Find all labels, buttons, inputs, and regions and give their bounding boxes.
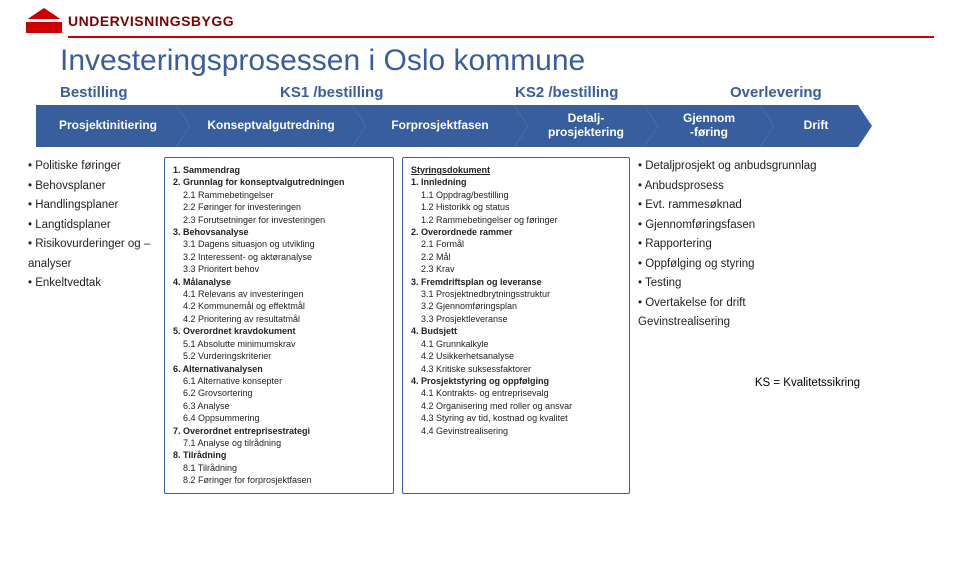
outline-title: Styringsdokument	[411, 164, 621, 176]
outline-item: 4. Målanalyse	[173, 276, 385, 288]
bullet-item: Evt. rammesøknad	[638, 196, 860, 216]
outline-item: 5.2 Vurderingskriterier	[173, 350, 385, 362]
outline-item: 4.1 Kontrakts- og entreprisevalg	[411, 387, 621, 399]
outline-item: 1.2 Rammebetingelser og føringer	[411, 214, 621, 226]
outline-item: 8.2 Føringer for forprosjektfasen	[173, 474, 385, 486]
styringsdokument-outline: Styringsdokument1. Innledning1.1 Oppdrag…	[402, 157, 630, 494]
outline-item: 2.2 Mål	[411, 251, 621, 263]
outline-item: 3. Behovsanalyse	[173, 226, 385, 238]
chevron-4: Detalj-prosjektering	[514, 105, 644, 147]
logo-text: UNDERVISNINGSBYGG	[68, 13, 234, 29]
phase-label-1: Bestilling	[60, 84, 280, 101]
outline-item: 1. Sammendrag	[173, 164, 385, 176]
outline-item: 4.2 Usikkerhetsanalyse	[411, 350, 621, 362]
process-chevrons: Prosjektinitiering Konseptvalgutredning …	[0, 105, 960, 157]
chevron-3: Forprosjektfasen	[352, 105, 514, 147]
outline-item: 8.1 Tilrådning	[173, 462, 385, 474]
outline-item: 4. Prosjektstyring og oppfølging	[411, 375, 621, 387]
bullet-item: Anbudsprosess	[638, 177, 860, 197]
right-bullets: Detaljprosjekt og anbudsgrunnlagAnbudspr…	[638, 157, 860, 494]
outline-item: 3.2 Gjennomføringsplan	[411, 300, 621, 312]
bullet-item: Testing	[638, 274, 860, 294]
outline-item: 6.1 Alternative konsepter	[173, 375, 385, 387]
outline-item: 6.2 Grovsortering	[173, 387, 385, 399]
phase-label-4: Overlevering	[730, 84, 822, 101]
bullet-item: Gjennomføringsfasen	[638, 216, 860, 236]
content-columns: Politiske føringerBehovsplanerHandlingsp…	[0, 157, 960, 494]
outline-item: 3.3 Prosjektleveranse	[411, 313, 621, 325]
outline-item: 3.1 Dagens situasjon og utvikling	[173, 238, 385, 250]
outline-item: 1.2 Historikk og status	[411, 201, 621, 213]
logo-header: UNDERVISNINGSBYGG	[0, 0, 960, 36]
outline-item: 8. Tilrådning	[173, 449, 385, 461]
outline-item: 1. Innledning	[411, 176, 621, 188]
outline-item: 2. Grunnlag for konseptvalgutredningen	[173, 176, 385, 188]
bullet-item: Detaljprosjekt og anbudsgrunnlag	[638, 157, 860, 177]
phase-label-2: KS1 /bestilling	[280, 84, 515, 101]
bullet-item: Overtakelse for drift	[638, 294, 860, 314]
bullet-item: Gevinstrealisering	[638, 313, 860, 333]
outline-item: 4.4 Gevinstrealisering	[411, 425, 621, 437]
outline-item: 5. Overordnet kravdokument	[173, 325, 385, 337]
phase-labels: Bestilling KS1 /bestilling KS2 /bestilli…	[0, 84, 960, 105]
outline-item: 2.1 Rammebetingelser	[173, 189, 385, 201]
outline-item: 2.3 Krav	[411, 263, 621, 275]
bullet-item: Behovsplaner	[28, 177, 156, 197]
konseptvalg-outline: 1. Sammendrag2. Grunnlag for konseptvalg…	[164, 157, 394, 494]
outline-item: 4.1 Grunnkalkyle	[411, 338, 621, 350]
outline-item: 4.2 Organisering med roller og ansvar	[411, 400, 621, 412]
bullet-item: Langtidsplaner	[28, 216, 156, 236]
page-title: Investeringsprosessen i Oslo kommune	[0, 38, 960, 84]
outline-item: 7.1 Analyse og tilrådning	[173, 437, 385, 449]
logo-mark	[26, 8, 62, 34]
bullet-item: Enkeltvedtak	[28, 274, 156, 294]
outline-item: 6.4 Oppsummering	[173, 412, 385, 424]
outline-item: 2.1 Formål	[411, 238, 621, 250]
bullet-item: Oppfølging og styring	[638, 255, 860, 275]
left-bullets: Politiske føringerBehovsplanerHandlingsp…	[28, 157, 156, 494]
outline-item: 4. Budsjett	[411, 325, 621, 337]
ks-footnote: KS = Kvalitetssikring	[638, 333, 860, 389]
bullet-item: Risikovurderinger og –analyser	[28, 235, 156, 274]
outline-item: 4.2 Prioritering av resultatmål	[173, 313, 385, 325]
outline-item: 2.3 Forutsetninger for investeringen	[173, 214, 385, 226]
outline-item: 5.1 Absolutte minimumskrav	[173, 338, 385, 350]
outline-item: 3.1 Prosjektnedbrytningsstruktur	[411, 288, 621, 300]
chevron-2: Konseptvalgutredning	[176, 105, 352, 147]
outline-item: 6.3 Analyse	[173, 400, 385, 412]
chevron-6: Drift	[760, 105, 858, 147]
outline-item: 4.3 Styring av tid, kostnad og kvalitet	[411, 412, 621, 424]
phase-label-3: KS2 /bestilling	[515, 84, 730, 101]
chevron-1: Prosjektinitiering	[36, 105, 176, 147]
outline-item: 3.2 Interessent- og aktøranalyse	[173, 251, 385, 263]
bullet-item: Politiske føringer	[28, 157, 156, 177]
bullet-item: Handlingsplaner	[28, 196, 156, 216]
outline-item: 4.1 Relevans av investeringen	[173, 288, 385, 300]
outline-item: 4.3 Kritiske suksessfaktorer	[411, 363, 621, 375]
outline-item: 6. Alternativanalysen	[173, 363, 385, 375]
outline-item: 2.2 Føringer for investeringen	[173, 201, 385, 213]
outline-item: 4.2 Kommunemål og effektmål	[173, 300, 385, 312]
chevron-5: Gjennom-føring	[644, 105, 760, 147]
outline-item: 3.3 Prioritert behov	[173, 263, 385, 275]
outline-item: 3. Fremdriftsplan og leveranse	[411, 276, 621, 288]
bullet-item: Rapportering	[638, 235, 860, 255]
outline-item: 7. Overordnet entreprisestrategi	[173, 425, 385, 437]
outline-item: 1.1 Oppdrag/bestilling	[411, 189, 621, 201]
outline-item: 2. Overordnede rammer	[411, 226, 621, 238]
